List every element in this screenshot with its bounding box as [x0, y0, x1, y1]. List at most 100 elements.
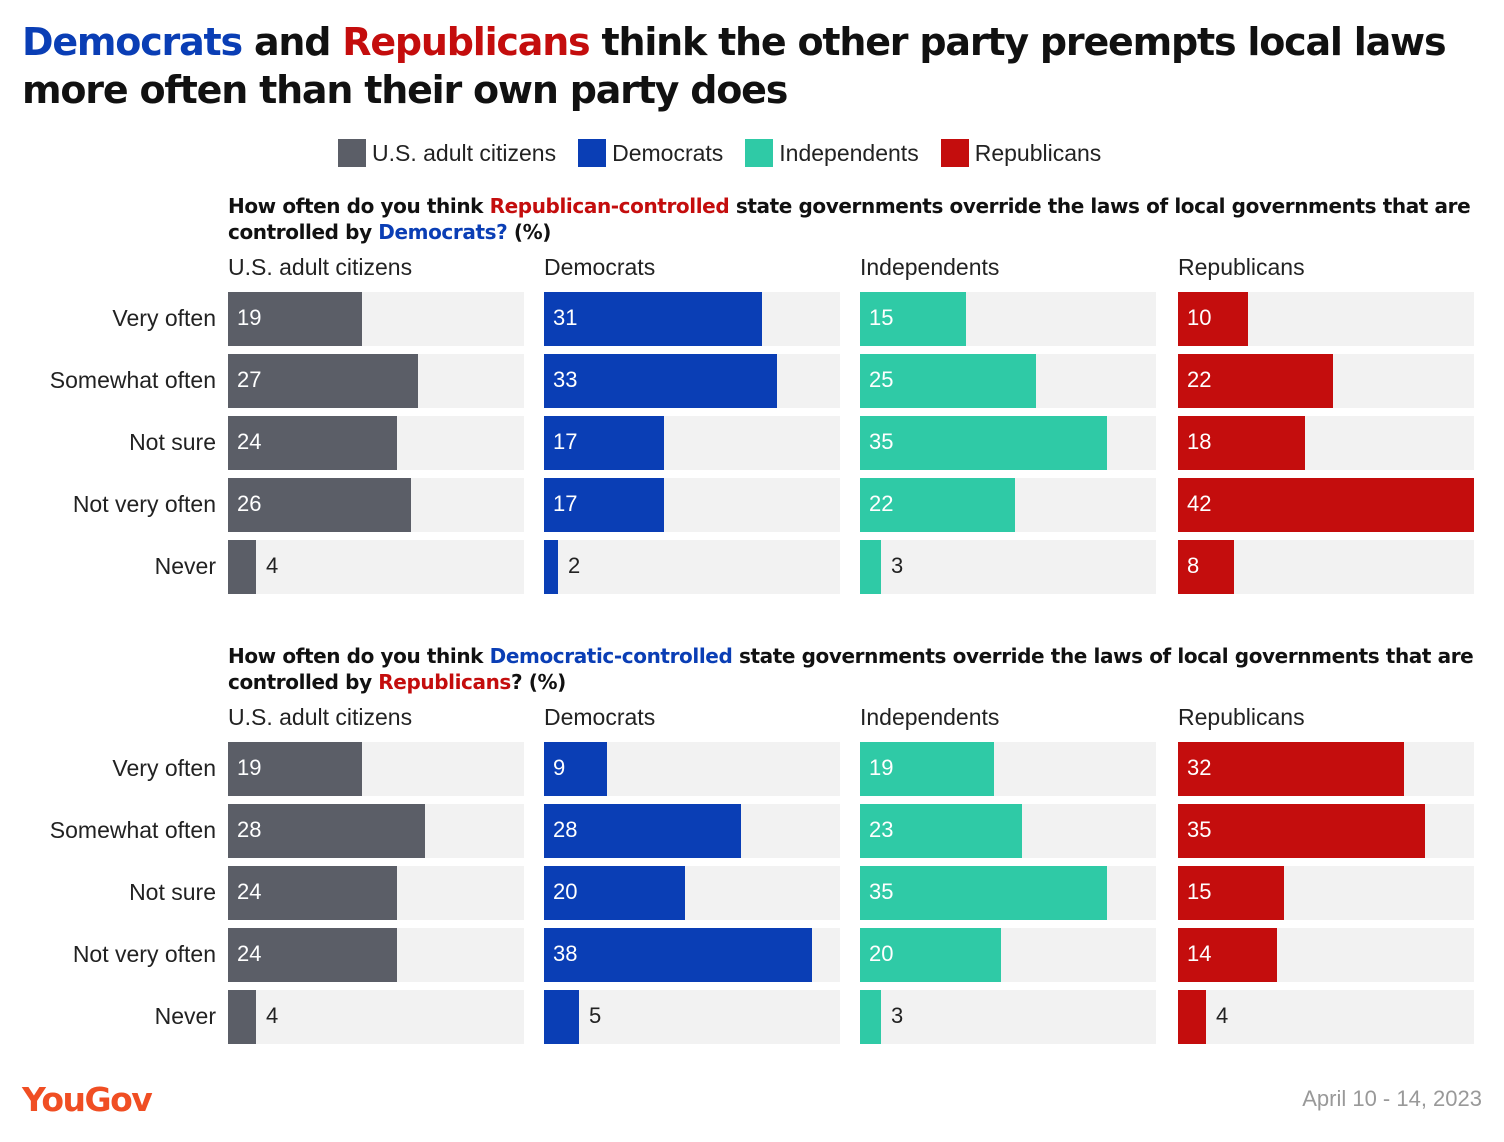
bar-track: 35: [860, 866, 1156, 920]
bar-value-label: 28: [237, 817, 262, 842]
bar-value-label: 35: [869, 429, 894, 454]
row-label: Not very often: [72, 491, 216, 517]
bar-value-label: 3: [891, 1003, 904, 1028]
panel-2-question: How often do you think Democratic-contro…: [228, 643, 1478, 695]
legend-label: Independents: [779, 139, 919, 166]
bar: [544, 540, 558, 594]
bar: [1178, 866, 1284, 920]
yougov-logo: YouGov: [22, 1080, 153, 1119]
bar: [228, 540, 256, 594]
bar-track: 20: [860, 928, 1156, 982]
bar-track: 3: [860, 540, 1156, 594]
column-header: Republicans: [1178, 254, 1305, 280]
title-and: and: [241, 20, 343, 64]
bar-track: 26: [228, 478, 524, 532]
legend-swatch: [940, 139, 969, 167]
bar-value-label: 22: [869, 491, 894, 516]
legend-item: Democrats: [578, 139, 723, 167]
bar-track: 15: [1178, 866, 1474, 920]
legend-label: U.S. adult citizens: [372, 139, 557, 166]
bar-value-label: 18: [1187, 429, 1212, 454]
panel-1-question-part-2: state governments override the laws of l…: [228, 194, 1471, 244]
bar-value-label: 9: [553, 755, 566, 780]
bar: [1178, 416, 1305, 470]
bar: [228, 478, 411, 532]
bar-value-label: 23: [869, 817, 894, 842]
bar: [1178, 354, 1333, 408]
bar-value-label: 22: [1187, 367, 1212, 392]
legend-swatch: [578, 139, 607, 167]
bar-value-label: 24: [237, 941, 262, 966]
bar-track: 2: [544, 540, 840, 594]
legend-swatch: [338, 139, 366, 167]
bar-value-label: 14: [1187, 941, 1212, 966]
column-header: Democrats: [544, 704, 656, 730]
bar-track: 9: [544, 742, 840, 796]
bar-value-label: 5: [589, 1003, 602, 1028]
bar-value-label: 31: [553, 305, 578, 330]
bar-track: 14: [1178, 928, 1474, 982]
bar: [1178, 478, 1474, 532]
bar-value-label: 20: [553, 879, 578, 904]
legend-label: Democrats: [612, 139, 724, 166]
bar: [860, 742, 994, 796]
bar-track: 35: [1178, 804, 1474, 858]
bar-value-label: 25: [869, 367, 894, 392]
bar-value-label: 35: [869, 879, 894, 904]
legend-item: Republicans: [940, 139, 1102, 167]
bar-track: 38: [544, 928, 840, 982]
legend-label: Republicans: [974, 139, 1102, 166]
bar-track: 17: [544, 416, 840, 470]
panel-1-question-highlight-2: Democrats?: [378, 220, 508, 244]
bar-track: 42: [1178, 478, 1474, 532]
title-republicans: Republicans: [342, 20, 590, 64]
bar: [228, 804, 425, 858]
bar-track: 24: [228, 928, 524, 982]
bar-value-label: 26: [237, 491, 262, 516]
bar-track: 33: [544, 354, 840, 408]
bar-value-label: 32: [1187, 755, 1212, 780]
bar-track: 4: [228, 990, 524, 1044]
bar: [228, 354, 418, 408]
bar-track: 24: [228, 416, 524, 470]
panel-2-question-part-1: How often do you think: [228, 644, 490, 668]
bar: [1178, 292, 1248, 346]
panel-2-question-highlight-2: Republicans: [378, 670, 511, 694]
bar: [1178, 540, 1234, 594]
bar-track: 19: [228, 292, 524, 346]
bar: [860, 928, 1001, 982]
column-header: Democrats: [544, 254, 656, 280]
bar-track: 19: [228, 742, 524, 796]
column-header: U.S. adult citizens: [228, 704, 413, 730]
bar-value-label: 2: [568, 553, 581, 578]
bar: [544, 478, 664, 532]
panel-1-question-part-1: How often do you think: [228, 194, 490, 218]
bar: [1178, 990, 1206, 1044]
bar-track: 15: [860, 292, 1156, 346]
bar: [228, 416, 397, 470]
bar-track: 10: [1178, 292, 1474, 346]
title-democrats: Democrats: [22, 20, 243, 64]
bar: [860, 804, 1022, 858]
row-label: Somewhat often: [49, 817, 216, 843]
bar-value-label: 24: [237, 879, 262, 904]
panel-2-question-part-3: ? (%): [510, 670, 566, 694]
bar-value-label: 19: [869, 755, 894, 780]
bar-track: 32: [1178, 742, 1474, 796]
bar: [1178, 928, 1277, 982]
row-label: Not very often: [72, 941, 216, 967]
bar-track: 24: [228, 866, 524, 920]
bar: [544, 416, 664, 470]
bar-track: 23: [860, 804, 1156, 858]
row-label: Very often: [112, 755, 216, 781]
panel-1-question: How often do you think Republican-contro…: [228, 193, 1478, 245]
bar: [1178, 804, 1425, 858]
bar-track: 28: [544, 804, 840, 858]
row-label: Never: [154, 1003, 216, 1029]
bar-track: 17: [544, 478, 840, 532]
bar-track: 5: [544, 990, 840, 1044]
panel-1-question-highlight-1: Republican-controlled: [489, 194, 730, 218]
bar-track: 3: [860, 990, 1156, 1044]
bar-value-label: 24: [237, 429, 262, 454]
chart-title: Democrats and Republicans think the othe…: [22, 18, 1482, 114]
